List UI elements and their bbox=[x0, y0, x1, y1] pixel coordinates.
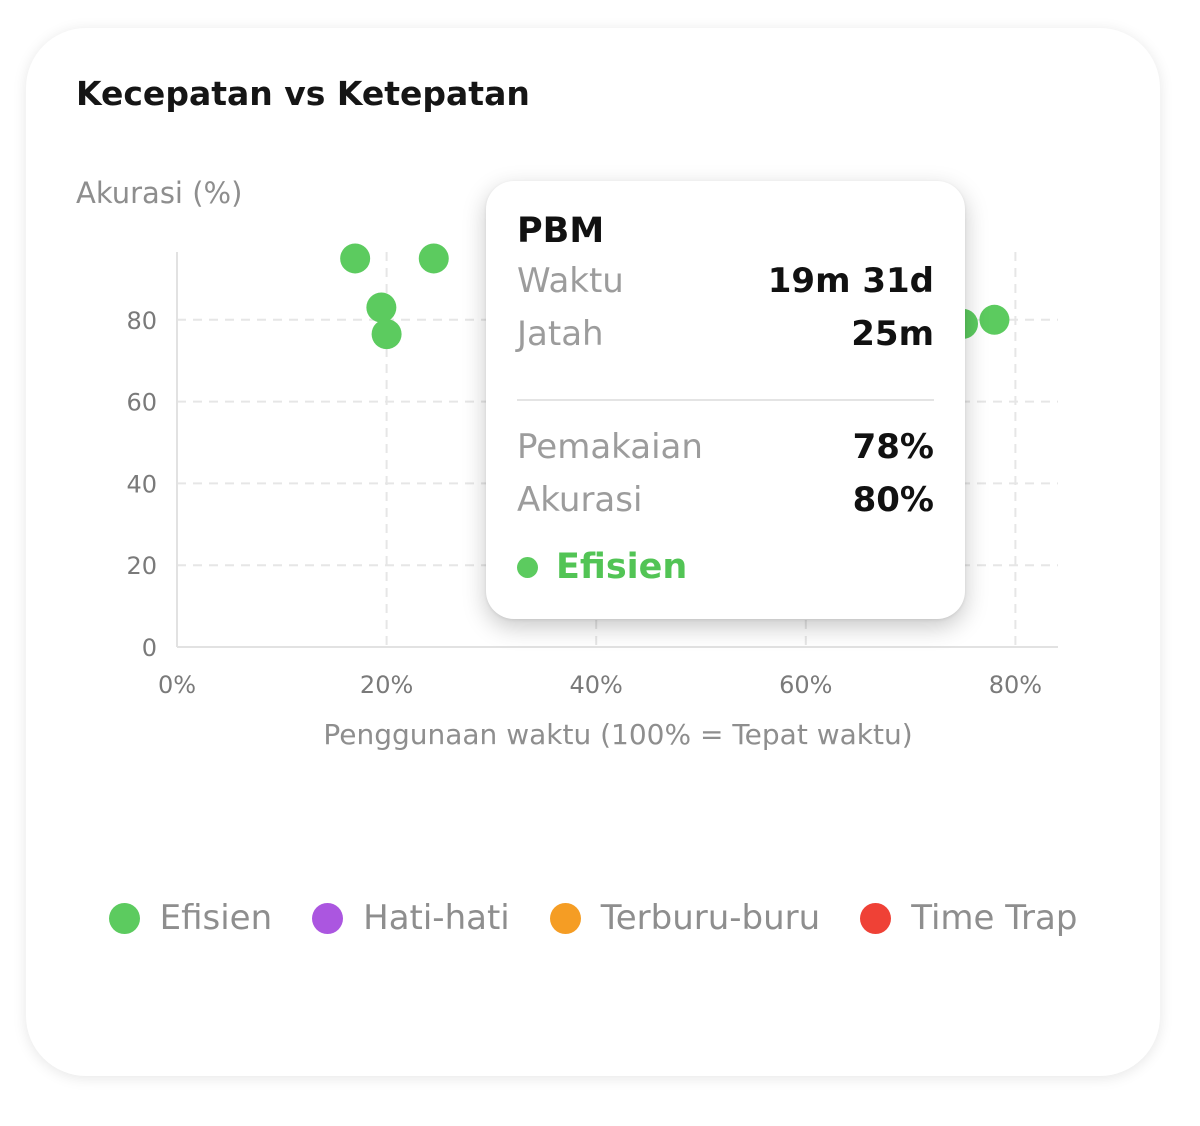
legend-item-efisien[interactable]: Efisien bbox=[108, 898, 273, 938]
legend-item-time-trap[interactable]: Time Trap bbox=[860, 898, 1077, 938]
y-axis-label: Akurasi (%) bbox=[76, 176, 243, 210]
data-point bbox=[371, 319, 402, 350]
chart-title: Kecepatan vs Ketepatan bbox=[76, 74, 530, 113]
legend-item-hati-hati[interactable]: Hati-hati bbox=[312, 898, 510, 938]
legend-dot-icon bbox=[108, 902, 140, 934]
tooltip-value: 25m bbox=[851, 314, 934, 354]
data-point bbox=[979, 304, 1010, 335]
tooltip-row-waktu: Waktu 19m 31d bbox=[517, 261, 934, 301]
y-tick-label: 0 bbox=[142, 634, 157, 662]
legend-label: Terburu-buru bbox=[600, 898, 821, 938]
legend-label: Efisien bbox=[159, 898, 273, 938]
tooltip-label: Waktu bbox=[517, 261, 624, 301]
x-tick-label: 20% bbox=[360, 671, 413, 699]
tooltip-label: Pemakaian bbox=[517, 427, 703, 467]
x-tick-label: 60% bbox=[779, 671, 832, 699]
x-tick-label: 0% bbox=[158, 671, 196, 699]
tooltip-row-jatah: Jatah 25m bbox=[517, 314, 934, 354]
x-tick-label: 80% bbox=[989, 671, 1042, 699]
x-tick-label: 40% bbox=[570, 671, 623, 699]
tooltip-value: 80% bbox=[852, 480, 934, 520]
tooltip-status-label: Efisien bbox=[556, 547, 688, 587]
chart-legend: Efisien Hati-hati Terburu-buru Time Trap bbox=[0, 898, 1186, 938]
data-point bbox=[366, 292, 397, 323]
tooltip-label: Jatah bbox=[517, 314, 604, 354]
data-point bbox=[340, 243, 371, 274]
point-tooltip: PBM Waktu 19m 31d Jatah 25m Pemakaian 78… bbox=[486, 181, 965, 619]
legend-item-terburu-buru[interactable]: Terburu-buru bbox=[549, 898, 821, 938]
status-dot-icon bbox=[517, 556, 538, 578]
tooltip-status: Efisien bbox=[517, 547, 687, 587]
tooltip-value: 78% bbox=[852, 427, 934, 467]
tooltip-row-pemakaian: Pemakaian 78% bbox=[517, 427, 934, 467]
legend-dot-icon bbox=[312, 902, 344, 934]
legend-dot-icon bbox=[860, 902, 892, 934]
legend-label: Time Trap bbox=[911, 898, 1078, 938]
y-tick-label: 40 bbox=[126, 470, 157, 498]
y-tick-label: 60 bbox=[126, 389, 157, 417]
tooltip-divider bbox=[517, 399, 934, 401]
tooltip-label: Akurasi bbox=[517, 480, 643, 520]
legend-label: Hati-hati bbox=[363, 898, 510, 938]
tooltip-value: 19m 31d bbox=[767, 261, 934, 301]
x-axis-label: Penggunaan waktu (100% = Tepat waktu) bbox=[323, 718, 913, 751]
legend-dot-icon bbox=[549, 902, 581, 934]
data-point bbox=[418, 243, 449, 274]
tooltip-title: PBM bbox=[517, 211, 605, 251]
y-tick-label: 20 bbox=[126, 552, 157, 580]
tooltip-row-akurasi: Akurasi 80% bbox=[517, 480, 934, 520]
y-tick-label: 80 bbox=[126, 307, 157, 335]
